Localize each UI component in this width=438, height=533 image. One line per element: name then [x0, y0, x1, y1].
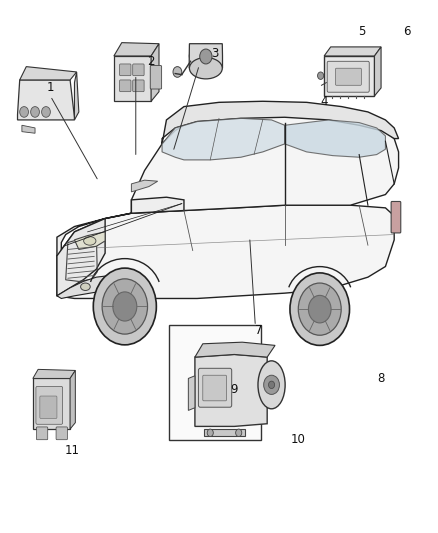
Polygon shape [57, 219, 105, 296]
Circle shape [268, 381, 275, 389]
Ellipse shape [81, 283, 90, 290]
Text: 6: 6 [403, 26, 411, 38]
Circle shape [173, 67, 182, 77]
Polygon shape [324, 47, 381, 56]
Polygon shape [74, 72, 79, 120]
Text: 9: 9 [230, 383, 238, 395]
Polygon shape [195, 354, 267, 426]
Text: 2: 2 [147, 55, 155, 68]
Circle shape [264, 375, 279, 394]
Circle shape [236, 429, 242, 437]
Polygon shape [204, 429, 245, 436]
FancyBboxPatch shape [36, 386, 63, 424]
FancyBboxPatch shape [150, 66, 162, 89]
Text: 10: 10 [290, 433, 305, 446]
Polygon shape [189, 44, 223, 68]
FancyBboxPatch shape [40, 396, 57, 418]
Circle shape [93, 268, 156, 345]
FancyBboxPatch shape [391, 201, 401, 233]
Polygon shape [74, 232, 105, 249]
Polygon shape [33, 369, 75, 378]
Polygon shape [188, 376, 195, 410]
FancyBboxPatch shape [336, 68, 361, 85]
Polygon shape [20, 67, 77, 80]
FancyBboxPatch shape [198, 368, 232, 407]
Circle shape [200, 49, 212, 64]
Ellipse shape [189, 44, 222, 68]
Text: 4: 4 [320, 95, 328, 108]
Polygon shape [57, 197, 184, 259]
Text: 11: 11 [65, 444, 80, 457]
Bar [169, 325, 261, 440]
Polygon shape [22, 125, 35, 133]
FancyBboxPatch shape [120, 80, 131, 92]
FancyBboxPatch shape [36, 427, 48, 440]
Polygon shape [131, 112, 399, 213]
Text: 7: 7 [254, 324, 262, 337]
Text: 1: 1 [46, 82, 54, 94]
Polygon shape [324, 56, 374, 96]
Circle shape [31, 107, 39, 117]
Text: 8: 8 [378, 372, 385, 385]
Circle shape [207, 429, 213, 437]
Polygon shape [57, 205, 394, 298]
Polygon shape [70, 370, 75, 429]
Circle shape [113, 292, 137, 321]
Polygon shape [131, 180, 158, 192]
Polygon shape [374, 47, 381, 96]
Polygon shape [114, 56, 151, 101]
Ellipse shape [189, 58, 222, 79]
Polygon shape [195, 342, 275, 357]
FancyBboxPatch shape [120, 64, 131, 76]
Circle shape [102, 279, 148, 334]
FancyBboxPatch shape [203, 375, 226, 401]
Polygon shape [57, 274, 140, 298]
FancyBboxPatch shape [56, 427, 67, 440]
Text: 5: 5 [358, 26, 365, 38]
Polygon shape [18, 80, 74, 120]
FancyBboxPatch shape [327, 61, 369, 92]
Text: 3: 3 [211, 47, 218, 60]
Ellipse shape [84, 237, 96, 245]
Polygon shape [33, 378, 70, 429]
Polygon shape [162, 118, 285, 160]
Circle shape [20, 107, 28, 117]
Circle shape [298, 283, 341, 335]
Polygon shape [162, 101, 399, 144]
FancyBboxPatch shape [133, 64, 144, 76]
Polygon shape [114, 43, 159, 56]
Polygon shape [285, 120, 385, 157]
Ellipse shape [258, 361, 285, 409]
Circle shape [318, 72, 324, 79]
FancyBboxPatch shape [133, 80, 144, 92]
Polygon shape [151, 44, 159, 101]
Circle shape [308, 295, 331, 323]
Circle shape [42, 107, 50, 117]
Circle shape [290, 273, 350, 345]
